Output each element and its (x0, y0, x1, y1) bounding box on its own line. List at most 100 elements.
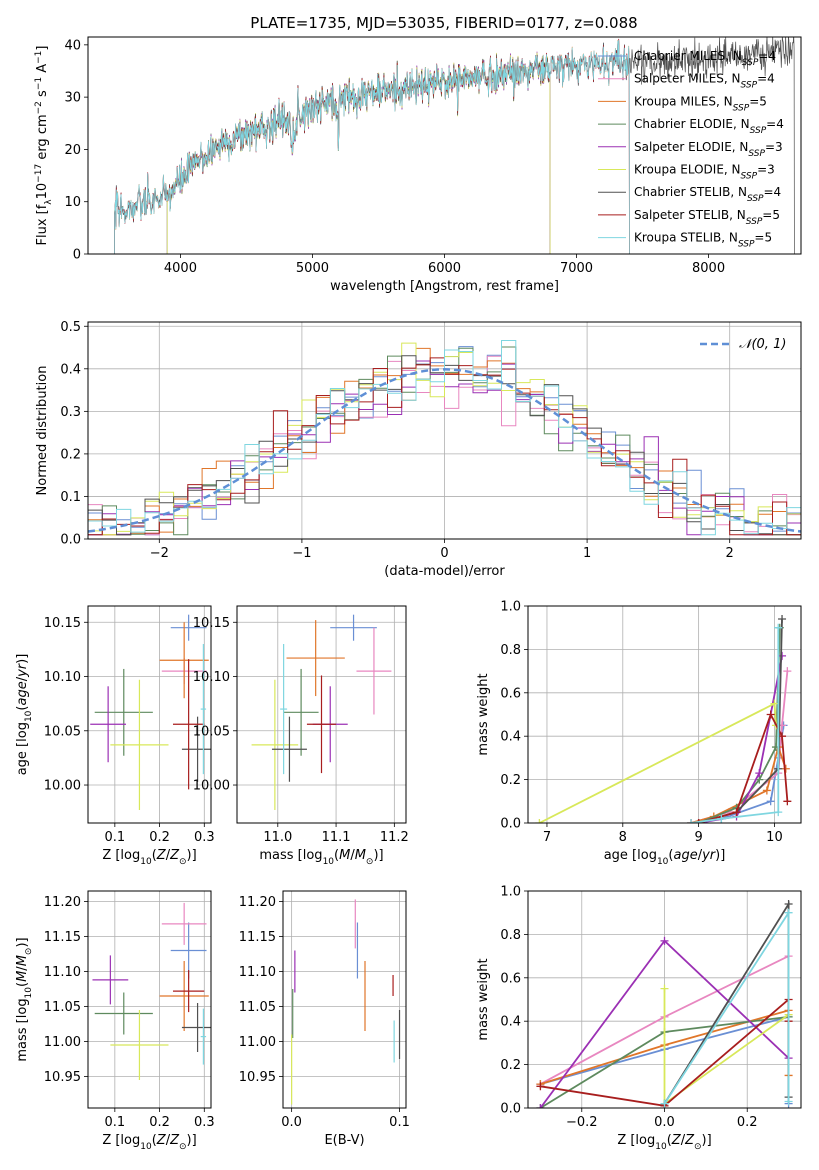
legend-label: Chabrier ELODIE, NSSP=4 (634, 117, 784, 136)
y-tick-label: 11.00 (44, 1035, 81, 1050)
y-tick-label: 10.95 (44, 1070, 81, 1085)
y-tick-label: 11.20 (239, 895, 276, 910)
x-tick-label: 4000 (164, 261, 197, 276)
plot-area (114, 37, 795, 254)
legend-label: 𝒩(0, 1) (739, 337, 786, 352)
x-tick-label: 0.2 (149, 1115, 170, 1130)
legend: Chabrier MILES, NSSP=4 Salpeter MILES, NS… (598, 49, 784, 250)
y-tick-label: 11.20 (44, 895, 81, 910)
y-tick-label: 0.5 (60, 320, 81, 335)
errorbar-kroupa-miles (159, 622, 209, 699)
errorbar-salpeter-stelib (306, 675, 337, 774)
errorbar-kroupa-elodie (110, 679, 169, 810)
x-axis-label: mass [log10(M/M⊙)] (259, 848, 383, 867)
weight-marker (781, 764, 790, 773)
plot-area (535, 615, 792, 823)
y-tick-label: 0.0 (60, 533, 81, 548)
y-tick-label: 0.6 (500, 971, 521, 986)
errorbar-chabrier-elodie (283, 668, 319, 756)
plot-area (88, 340, 801, 536)
weight-marker (778, 732, 787, 741)
y-tick-label: 10.10 (44, 670, 81, 685)
hist-kroupa-stelib (88, 340, 801, 536)
y-tick-label: 10.05 (44, 724, 81, 739)
errorbar-salpeter-miles (161, 902, 207, 945)
x-axis-label: Z [log10(Z/Z⊙)] (102, 848, 196, 867)
x-tick-label: 11.2 (380, 830, 409, 845)
errorbar-chabrier-stelib (181, 716, 211, 782)
errorbar-chabrier-elodie (94, 668, 153, 756)
x-tick-label: 0.3 (194, 830, 215, 845)
plot-area (92, 902, 211, 1080)
y-tick-label: 0.4 (60, 362, 81, 377)
y-tick-label: 0.6 (500, 686, 521, 701)
axes-frame (527, 605, 802, 824)
hist-salpeter-stelib (88, 357, 801, 536)
x-tick-label: 9 (694, 830, 702, 845)
gaussian-curve (88, 368, 801, 533)
y-tick-label: 10.15 (44, 616, 81, 631)
spectrum-salpeter-miles (114, 38, 630, 254)
weight-marker (536, 1082, 545, 1091)
y-tick-label: 0.2 (500, 773, 521, 788)
axes-frame (236, 605, 407, 824)
axes-frame (282, 890, 407, 1109)
y-tick-label: 10.00 (193, 779, 230, 794)
x-tick-label: 0.2 (149, 830, 170, 845)
x-tick-label: 0.0 (281, 1115, 302, 1130)
y-tick-label: 20 (64, 143, 81, 158)
errorbar-chabrier-stelib (181, 1003, 211, 1052)
y-tick-label: 10.10 (193, 670, 230, 685)
y-tick-label: 11.05 (239, 1000, 276, 1015)
weight-marker (755, 769, 764, 778)
y-tick-label: 11.15 (44, 930, 81, 945)
x-tick-label: 2 (726, 546, 734, 561)
legend-label: Kroupa STELIB, NSSP=5 (634, 231, 772, 250)
legend-label: Salpeter ELODIE, NSSP=3 (634, 140, 783, 159)
legend-label: Salpeter STELIB, NSSP=5 (634, 208, 780, 227)
y-tick-label: 10.15 (193, 616, 230, 631)
x-axis-label: Z [log10(Z/Z⊙)] (102, 1133, 196, 1152)
y-tick-label: 0.2 (500, 1058, 521, 1073)
panel-1: 4000 5000 6000 7000 8000 0 10 20 30 40 wavelength … (34, 14, 802, 294)
y-tick-label: 10 (64, 195, 81, 210)
weight-line-salpeter-elodie (698, 655, 783, 823)
y-tick-label: 0.2 (60, 447, 81, 462)
weight-marker (766, 797, 775, 806)
errorbar-kroupa-miles (159, 961, 209, 1031)
y-tick-label: 10.95 (239, 1070, 276, 1085)
x-axis-label: wavelength [Angstrom, rest frame] (330, 279, 559, 294)
y-tick-label: 0.8 (500, 643, 521, 658)
x-axis-label: (data-model)/error (384, 564, 505, 579)
errorbar-chabrier-miles (170, 922, 207, 979)
x-tick-label: 8000 (692, 261, 725, 276)
y-tick-label: 30 (64, 91, 81, 106)
errorbar-chabrier-miles (170, 614, 207, 641)
panel-2: −2 −1 0 1 2 0.0 0.1 0.2 0.3 0.4 0.5 (data-model)/er… (35, 320, 802, 579)
plot-area (536, 900, 793, 1108)
y-tick-label: 10.00 (44, 779, 81, 794)
x-axis-label: E(B-V) (324, 1133, 364, 1148)
x-tick-label: 0.1 (389, 1115, 410, 1130)
weight-marker (687, 819, 696, 823)
weight-line-kroupa-elodie (663, 988, 790, 1106)
weight-marker (784, 1097, 793, 1106)
weight-marker (784, 908, 793, 917)
errorbar-salpeter-stelib (172, 659, 205, 790)
y-tick-label: 11.00 (239, 1035, 276, 1050)
x-axis-label: Z [log10(Z/Z⊙)] (617, 1133, 711, 1152)
x-tick-label: 7000 (560, 261, 593, 276)
panel-3: 0.1 0.2 0.3 10.00 10.05 10.10 10.15 Z [log10(Z/… (15, 605, 215, 867)
plot-area (90, 614, 211, 810)
axes-frame (527, 890, 802, 1109)
plot-area (291, 899, 401, 1105)
weight-marker (766, 710, 775, 719)
plot-area (251, 614, 392, 810)
hist-salpeter-elodie (88, 360, 801, 536)
legend-label: Chabrier MILES, NSSP=4 (634, 49, 776, 68)
weight-marker (783, 667, 792, 676)
spectrum-chabrier-elodie (166, 52, 551, 254)
spectrum-kroupa-elodie (166, 52, 551, 254)
y-tick-label: 0.8 (500, 928, 521, 943)
